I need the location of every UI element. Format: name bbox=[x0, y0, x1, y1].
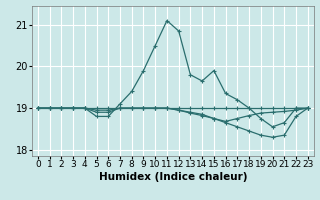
X-axis label: Humidex (Indice chaleur): Humidex (Indice chaleur) bbox=[99, 172, 247, 182]
